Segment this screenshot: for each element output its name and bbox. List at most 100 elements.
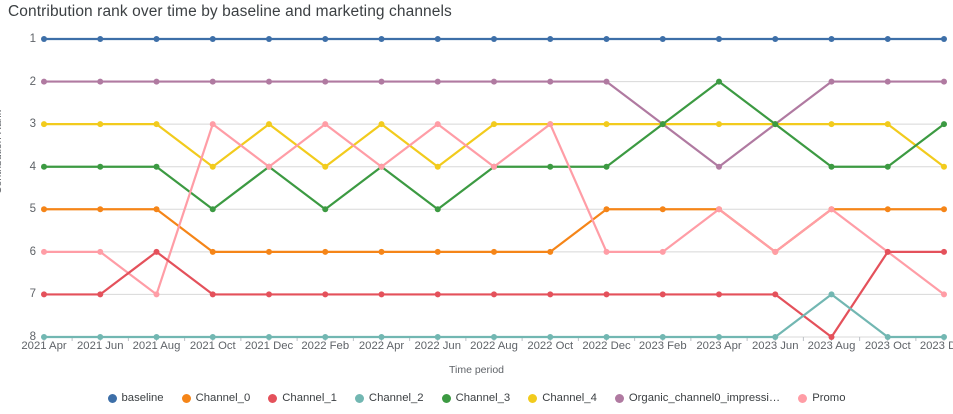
data-point[interactable] bbox=[491, 291, 497, 298]
data-point[interactable] bbox=[97, 291, 104, 298]
data-point[interactable] bbox=[97, 36, 104, 42]
data-point[interactable] bbox=[547, 78, 554, 85]
data-point[interactable] bbox=[322, 36, 329, 42]
data-point[interactable] bbox=[491, 334, 497, 340]
data-point[interactable] bbox=[209, 206, 216, 213]
data-point[interactable] bbox=[153, 291, 160, 298]
data-point[interactable] bbox=[547, 163, 554, 170]
data-point[interactable] bbox=[772, 334, 779, 340]
data-point[interactable] bbox=[97, 163, 104, 170]
data-point[interactable] bbox=[378, 78, 385, 85]
data-point[interactable] bbox=[772, 36, 779, 42]
data-point[interactable] bbox=[884, 248, 891, 255]
data-point[interactable] bbox=[153, 206, 160, 213]
data-point[interactable] bbox=[772, 121, 779, 128]
data-point[interactable] bbox=[491, 36, 497, 42]
data-point[interactable] bbox=[97, 78, 104, 85]
data-point[interactable] bbox=[941, 163, 947, 170]
data-point[interactable] bbox=[547, 121, 554, 128]
data-point[interactable] bbox=[434, 334, 441, 340]
data-point[interactable] bbox=[884, 206, 891, 213]
data-point[interactable] bbox=[322, 248, 329, 255]
data-point[interactable] bbox=[884, 121, 891, 128]
data-point[interactable] bbox=[716, 206, 722, 213]
data-point[interactable] bbox=[941, 78, 947, 85]
data-point[interactable] bbox=[884, 163, 891, 170]
data-point[interactable] bbox=[41, 36, 47, 42]
data-point[interactable] bbox=[266, 291, 272, 298]
data-point[interactable] bbox=[41, 78, 47, 85]
data-point[interactable] bbox=[378, 121, 385, 128]
data-point[interactable] bbox=[603, 291, 610, 298]
data-point[interactable] bbox=[884, 334, 891, 340]
data-point[interactable] bbox=[716, 163, 722, 170]
data-point[interactable] bbox=[378, 36, 385, 42]
data-point[interactable] bbox=[828, 334, 835, 340]
data-point[interactable] bbox=[434, 291, 441, 298]
data-point[interactable] bbox=[716, 121, 722, 128]
data-point[interactable] bbox=[941, 36, 947, 42]
data-point[interactable] bbox=[209, 334, 216, 340]
data-point[interactable] bbox=[716, 78, 722, 85]
data-point[interactable] bbox=[266, 78, 272, 85]
data-point[interactable] bbox=[828, 291, 835, 298]
data-point[interactable] bbox=[378, 163, 385, 170]
data-point[interactable] bbox=[434, 206, 441, 213]
data-point[interactable] bbox=[603, 334, 610, 340]
data-point[interactable] bbox=[884, 78, 891, 85]
data-point[interactable] bbox=[772, 291, 779, 298]
data-point[interactable] bbox=[41, 248, 47, 255]
data-point[interactable] bbox=[266, 36, 272, 42]
data-point[interactable] bbox=[153, 36, 160, 42]
data-point[interactable] bbox=[941, 291, 947, 298]
data-point[interactable] bbox=[209, 248, 216, 255]
data-point[interactable] bbox=[716, 334, 722, 340]
data-point[interactable] bbox=[941, 206, 947, 213]
data-point[interactable] bbox=[547, 291, 554, 298]
data-point[interactable] bbox=[491, 248, 497, 255]
data-point[interactable] bbox=[434, 78, 441, 85]
data-point[interactable] bbox=[153, 334, 160, 340]
data-point[interactable] bbox=[603, 248, 610, 255]
legend-item-baseline[interactable]: baseline bbox=[107, 392, 164, 404]
data-point[interactable] bbox=[828, 78, 835, 85]
data-point[interactable] bbox=[547, 36, 554, 42]
data-point[interactable] bbox=[266, 121, 272, 128]
data-point[interactable] bbox=[153, 248, 160, 255]
data-point[interactable] bbox=[941, 248, 947, 255]
data-point[interactable] bbox=[41, 163, 47, 170]
data-point[interactable] bbox=[828, 36, 835, 42]
data-point[interactable] bbox=[828, 206, 835, 213]
legend-item-organic-channel0-impressi-[interactable]: Organic_channel0_impressi… bbox=[614, 392, 780, 404]
data-point[interactable] bbox=[153, 78, 160, 85]
data-point[interactable] bbox=[434, 36, 441, 42]
data-point[interactable] bbox=[97, 334, 104, 340]
legend-item-channel-2[interactable]: Channel_2 bbox=[354, 392, 424, 404]
data-point[interactable] bbox=[884, 36, 891, 42]
data-point[interactable] bbox=[603, 36, 610, 42]
data-point[interactable] bbox=[41, 291, 47, 298]
data-point[interactable] bbox=[97, 248, 104, 255]
data-point[interactable] bbox=[659, 36, 666, 42]
data-point[interactable] bbox=[41, 334, 47, 340]
data-point[interactable] bbox=[209, 78, 216, 85]
data-point[interactable] bbox=[209, 36, 216, 42]
data-point[interactable] bbox=[659, 206, 666, 213]
data-point[interactable] bbox=[716, 36, 722, 42]
data-point[interactable] bbox=[378, 291, 385, 298]
data-point[interactable] bbox=[322, 291, 329, 298]
data-point[interactable] bbox=[828, 121, 835, 128]
data-point[interactable] bbox=[434, 163, 441, 170]
data-point[interactable] bbox=[209, 121, 216, 128]
data-point[interactable] bbox=[941, 334, 947, 340]
data-point[interactable] bbox=[547, 248, 554, 255]
data-point[interactable] bbox=[491, 163, 497, 170]
data-point[interactable] bbox=[41, 206, 47, 213]
data-point[interactable] bbox=[97, 206, 104, 213]
legend-item-channel-0[interactable]: Channel_0 bbox=[181, 392, 250, 404]
data-point[interactable] bbox=[659, 291, 666, 298]
data-point[interactable] bbox=[659, 248, 666, 255]
data-point[interactable] bbox=[491, 78, 497, 85]
data-point[interactable] bbox=[153, 163, 160, 170]
data-point[interactable] bbox=[378, 334, 385, 340]
